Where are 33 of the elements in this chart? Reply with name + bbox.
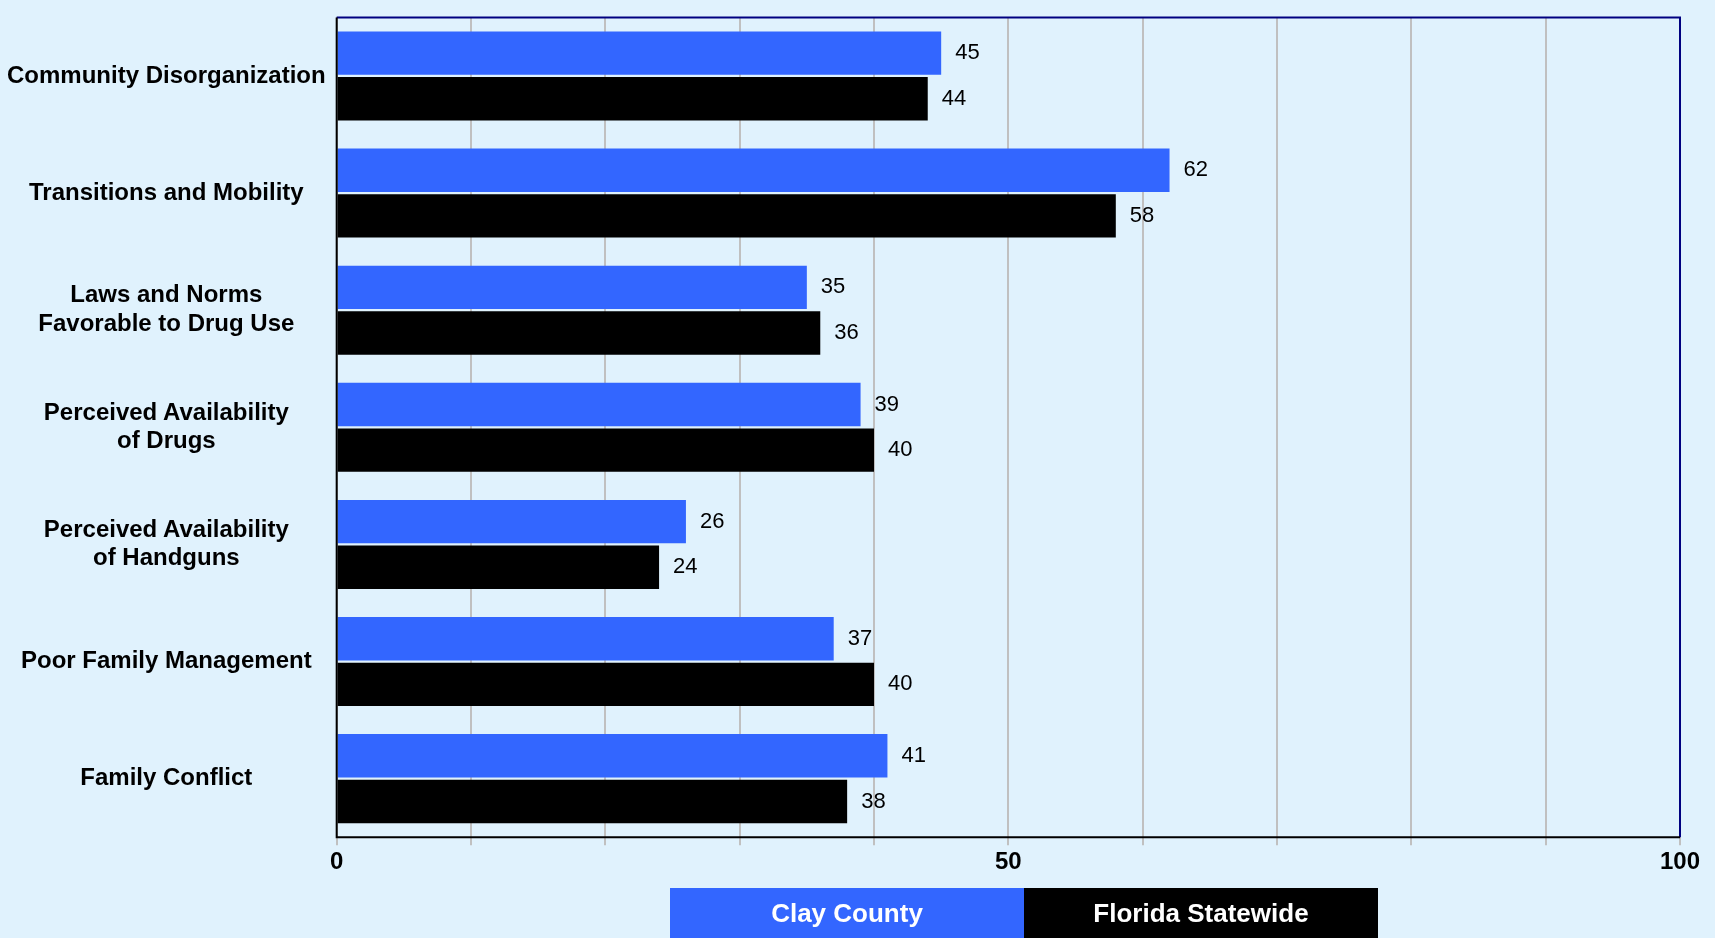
data-label: 37 bbox=[847, 624, 873, 650]
data-label: 44 bbox=[941, 84, 967, 110]
data-label: 40 bbox=[888, 436, 913, 462]
data-label: 58 bbox=[1129, 201, 1155, 227]
bar bbox=[337, 31, 942, 75]
data-label: 36 bbox=[834, 319, 859, 345]
y-tick-label: Community Disorganization bbox=[7, 60, 326, 88]
text: Florida Statewide bbox=[1024, 888, 1378, 938]
data-label: 62 bbox=[1183, 156, 1209, 182]
bar bbox=[337, 617, 834, 661]
y-tick-label: Perceived Availability of Drugs bbox=[43, 397, 290, 454]
data-label: 40 bbox=[888, 670, 913, 696]
data-label: 45 bbox=[955, 39, 980, 65]
text: Clay County bbox=[670, 888, 1024, 938]
data-label: 38 bbox=[861, 787, 886, 813]
x-tick-label: 50 bbox=[994, 847, 1022, 875]
bar bbox=[337, 734, 888, 778]
y-tick-label: Family Conflict bbox=[80, 763, 253, 791]
x-tick-label: 100 bbox=[1659, 847, 1701, 875]
y-tick-label: Poor Family Management bbox=[20, 646, 312, 674]
y-tick-label: Transitions and Mobility bbox=[29, 177, 305, 205]
data-label: 24 bbox=[673, 553, 698, 579]
bar bbox=[337, 148, 1170, 192]
bar bbox=[337, 382, 861, 427]
data-label: 41 bbox=[901, 741, 926, 767]
x-tick-label: 0 bbox=[330, 847, 344, 875]
bar bbox=[337, 265, 807, 310]
data-label: 39 bbox=[874, 390, 900, 416]
y-tick-label: Perceived Availability of Handguns bbox=[43, 514, 290, 571]
bar bbox=[337, 499, 686, 544]
data-label: 26 bbox=[699, 507, 725, 533]
data-label: 35 bbox=[820, 273, 846, 299]
y-tick-label: Laws and Norms Favorable to Drug Use bbox=[38, 280, 295, 337]
